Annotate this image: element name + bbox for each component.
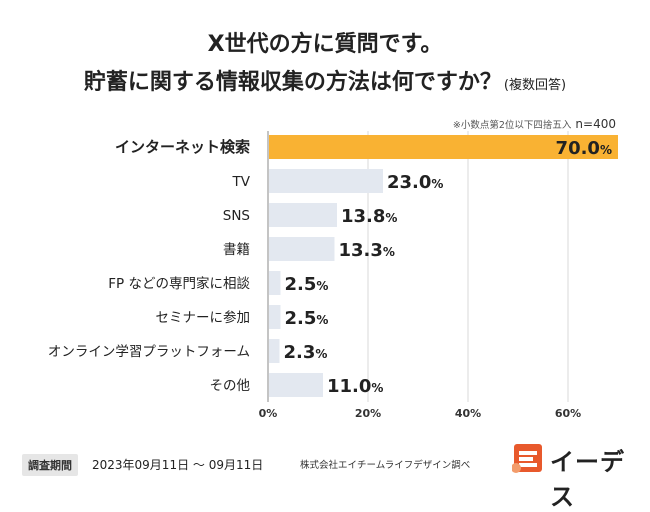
category-label: SNS (223, 208, 250, 224)
value-label: 2.5% (285, 274, 329, 295)
survey-period-label: 調査期間 (22, 454, 78, 476)
bar-chart: 0% 20% 40% 60% インターネット検索 70.0% TV 23.0% SNS 13.8%… (48, 131, 618, 420)
chart-title-line2: 貯蓄に関する情報収集の方法は何ですか？ (複数回答) (0, 64, 650, 96)
category-label: その他 (210, 378, 251, 394)
rounding-note: ※小数点第2位以下四捨五入 (452, 120, 572, 131)
value-label: 13.3% (339, 240, 395, 261)
bar (269, 373, 323, 397)
category-label: インターネット検索 (115, 138, 250, 156)
bar (269, 271, 281, 295)
chart-title-line1: X世代の方に質問です。 (207, 32, 443, 57)
bar (269, 169, 383, 193)
value-label: 13.8% (341, 206, 397, 227)
chart-title-question: 貯蓄に関する情報収集の方法は何ですか？ (83, 70, 502, 95)
bar (269, 203, 337, 227)
category-label: セミナーに参加 (156, 309, 251, 326)
bar (269, 339, 280, 363)
bar (269, 305, 281, 329)
x-tick-label: 60% (555, 407, 581, 420)
brand-logo: イーデス (512, 438, 632, 511)
bar (269, 237, 335, 261)
x-tick-label: 0% (259, 407, 278, 420)
value-label: 11.0% (327, 376, 383, 397)
value-label: 2.5% (285, 308, 329, 329)
category-label: オンライン学習プラットフォーム (48, 344, 250, 360)
survey-company: 株式会社エイチームライフデザイン調べ (300, 460, 471, 471)
bar-highlight (269, 135, 618, 159)
value-label: 23.0% (387, 172, 443, 193)
owl-icon (512, 444, 542, 473)
category-label: TV (232, 174, 251, 190)
survey-period: 2023年09月11日 〜 09月11日 (92, 458, 264, 472)
chart-note: ※小数点第2位以下四捨五入 n=400 (453, 117, 616, 131)
value-label: 2.3% (284, 342, 328, 363)
x-tick-label: 20% (355, 407, 381, 420)
multiple-answer-note: (複数回答) (503, 78, 567, 93)
category-label: FP などの専門家に相談 (108, 275, 250, 292)
sample-size: n=400 (575, 117, 616, 131)
x-tick-label: 40% (455, 407, 481, 420)
category-label: 書籍 (223, 241, 250, 258)
brand-name: イーデス (550, 448, 625, 511)
value-label: 70.0% (556, 138, 612, 159)
